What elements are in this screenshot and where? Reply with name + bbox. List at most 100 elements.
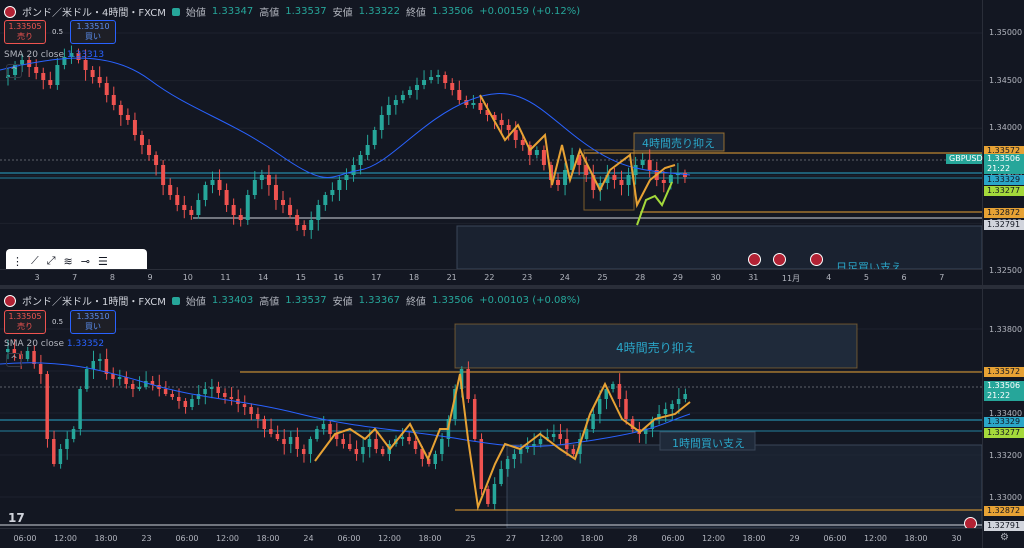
collapse-legend-icon[interactable]: ^	[6, 64, 22, 78]
time-tick-label: 06:00	[661, 534, 685, 543]
horizontal-ray-icon[interactable]: ⊸	[80, 254, 90, 268]
tradingview-logo[interactable]: 17	[8, 511, 25, 525]
buy-button[interactable]: 1.33510 買い	[70, 20, 116, 44]
buy-button[interactable]: 1.33510 買い	[70, 310, 116, 334]
candle-body	[379, 115, 384, 130]
time-tick-label: 15	[295, 273, 306, 282]
buy-price: 1.33510	[76, 312, 110, 321]
price-tag-s2: 1.32791	[984, 220, 1024, 230]
economic-event-icon[interactable]	[810, 253, 823, 266]
candle-body	[175, 195, 180, 205]
sma-value: 1.33352	[66, 339, 105, 349]
candle-body	[139, 135, 144, 145]
price-plot-1h[interactable]	[0, 289, 982, 528]
price-axis-4h[interactable]: USD1.350001.345001.340001.335001.330001.…	[982, 0, 1024, 285]
candle-body	[34, 67, 39, 73]
candle-body	[519, 449, 523, 454]
price-axis-1h[interactable]: USD1.338001.336001.334001.332001.330001.…	[982, 289, 1024, 548]
sell-button[interactable]: 1.33505 売り	[4, 310, 46, 334]
price-tick-label: 1.33400	[989, 409, 1023, 418]
symbol-title[interactable]: ポンド／米ドル・4時間・FXCM	[22, 8, 166, 19]
low-value: 1.33322	[358, 6, 400, 17]
market-open-icon	[171, 7, 180, 16]
candle-body	[231, 205, 236, 215]
candle-body	[472, 399, 477, 439]
drag-handle-icon[interactable]: ⋮	[12, 254, 23, 268]
price-tick-label: 1.34500	[989, 75, 1023, 85]
candle-body	[630, 419, 635, 429]
candle-body	[563, 170, 568, 185]
fib-icon[interactable]: ≋	[63, 254, 73, 268]
candle-body	[32, 351, 36, 364]
sma-indicator-legend[interactable]: SMA 20 close 1.33352	[4, 339, 104, 349]
candle-body	[545, 437, 549, 439]
candle-body	[41, 73, 46, 80]
price-plot-4h[interactable]	[0, 0, 982, 269]
price-tick-label: 1.32500	[989, 266, 1023, 275]
buy-price: 1.33510	[76, 22, 110, 31]
candle-body	[647, 160, 652, 170]
chart-pane-4h[interactable]: ポンド／米ドル・4時間・FXCM 始値 1.33347 高値 1.33537 安値 1…	[0, 0, 1024, 285]
sma-indicator-legend[interactable]: SMA 20 close 1.33313	[4, 50, 104, 60]
price-tag-res: 1.33572	[984, 146, 1024, 156]
price-tag-t2: 1.33277	[984, 186, 1024, 196]
candle-body	[309, 220, 314, 230]
candle-body	[571, 449, 576, 454]
candle-body	[132, 120, 137, 135]
sell-button[interactable]: 1.33505 売り	[4, 20, 46, 44]
candle-body	[670, 404, 674, 409]
sell-price: 1.33505	[8, 22, 42, 31]
price-tag-s2: 1.32791	[984, 521, 1024, 531]
settings-gear-icon[interactable]: ⚙	[1000, 532, 1009, 543]
trend-line-icon[interactable]: ⟋	[31, 254, 39, 267]
candle-body	[189, 210, 194, 215]
candle-body	[499, 469, 503, 484]
time-tick-label: 06:00	[337, 534, 361, 543]
chart-pane-1h[interactable]: ポンド／米ドル・1時間・FXCM 始値 1.33403 高値 1.33537 安値 1…	[0, 289, 1024, 548]
candle-body	[577, 155, 582, 165]
candle-body	[598, 183, 603, 190]
candle-body	[330, 190, 335, 195]
low-label: 安値	[332, 297, 353, 308]
candle-body	[478, 103, 483, 110]
time-tick-label: 18	[408, 273, 420, 282]
time-axis-4h[interactable]: 3 7 8 9 10 11 14 15 16 17 18 21 22 23 24 25 28 29 30 31 11月 4…	[0, 269, 982, 285]
low-label: 安値	[332, 8, 353, 19]
time-tick-label: 30	[710, 273, 721, 282]
candle-body	[90, 70, 95, 77]
candle-body	[393, 100, 398, 105]
candle-body	[316, 205, 321, 220]
time-tick-label: 12:00	[215, 534, 240, 543]
collapse-legend-icon[interactable]: ^	[6, 353, 22, 367]
candle-body	[163, 389, 168, 394]
candle-body	[367, 439, 372, 447]
low-value: 1.33367	[358, 295, 400, 306]
candle-body	[210, 180, 215, 185]
candle-body	[229, 397, 234, 399]
candle-body	[372, 130, 377, 145]
candle-body	[55, 65, 60, 85]
time-axis-1h[interactable]: 06:00 12:00 18:00 23 06:00 12:00 18:00 24 06:00 1…	[0, 528, 982, 548]
spread-value: 0.5	[52, 318, 64, 326]
support-zone	[506, 444, 982, 528]
candle-body	[242, 404, 247, 407]
time-tick-label: 8	[109, 273, 115, 282]
parallel-channel-icon[interactable]: ☰	[97, 254, 108, 268]
zone-label-4h-resist: 4時間売り抑え	[616, 341, 696, 355]
symbol-title[interactable]: ポンド／米ドル・1時間・FXCM	[22, 297, 166, 308]
time-tick-label: 3	[34, 273, 40, 282]
zigzag-line-green	[636, 181, 673, 226]
time-tick-label: 4	[826, 273, 832, 282]
sma-label: SMA 20 close	[4, 50, 64, 60]
pane-divider[interactable]	[0, 285, 1024, 289]
candle-body	[604, 389, 608, 399]
candle-body	[48, 80, 53, 85]
candle-body	[282, 439, 286, 444]
economic-event-icon[interactable]	[748, 253, 761, 266]
candle-body	[65, 439, 69, 449]
ray-icon[interactable]: ⤢	[46, 254, 56, 267]
price-tag-t2: 1.33277	[984, 428, 1024, 438]
candle-body	[358, 155, 363, 165]
time-tick-label: 29	[789, 534, 800, 543]
economic-event-icon[interactable]	[773, 253, 786, 266]
